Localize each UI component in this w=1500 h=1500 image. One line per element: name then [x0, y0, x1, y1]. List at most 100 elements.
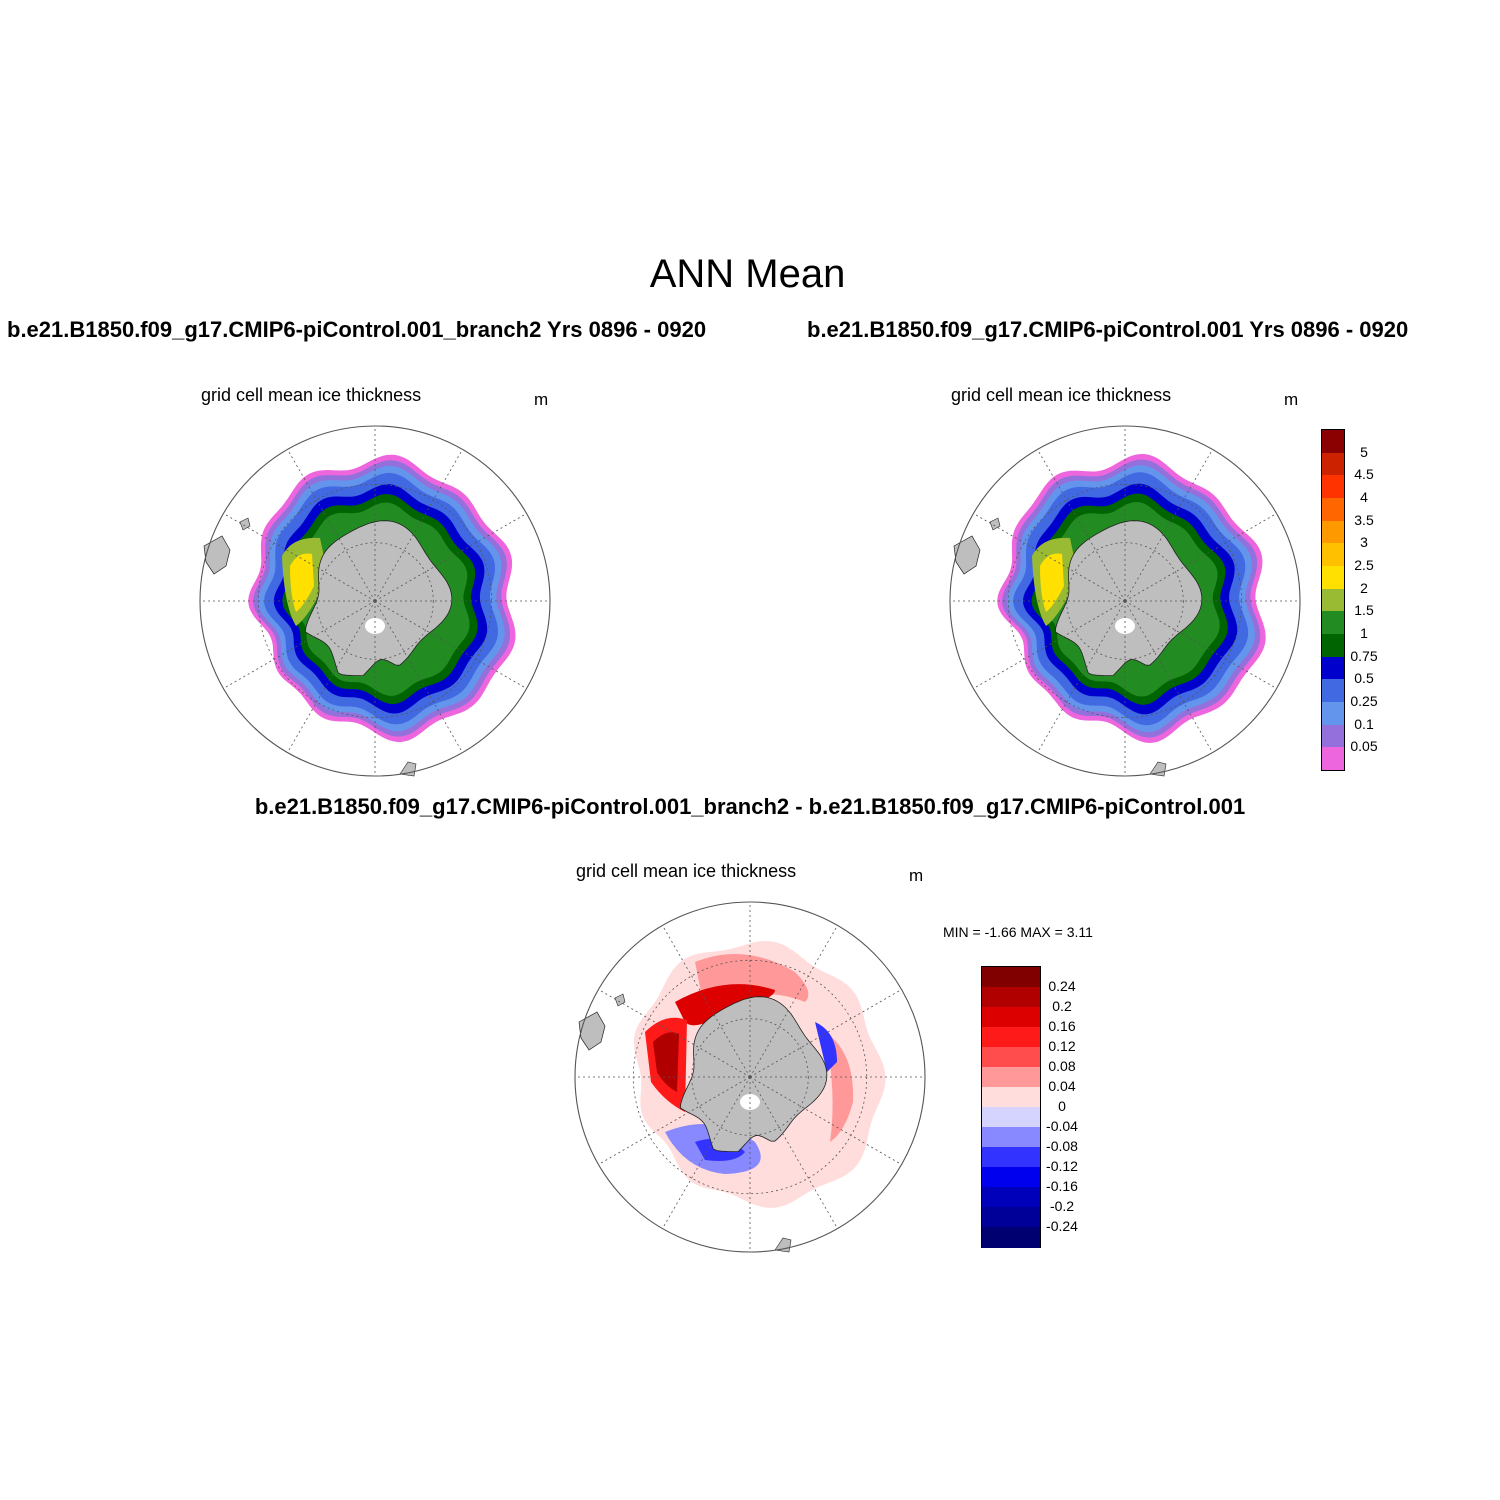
antarctica-landmass [304, 520, 453, 676]
graticule [574, 901, 926, 1253]
latitude-circle [1066, 542, 1184, 660]
difference-colorbar-label: -0.24 [1046, 1218, 1078, 1234]
difference-field [815, 1022, 837, 1072]
longitude-line [1124, 513, 1277, 602]
difference-colorbar-swatch [982, 1107, 1040, 1128]
difference-colorbar-swatch [982, 967, 1040, 988]
difference-colorbar-swatch [982, 987, 1040, 1008]
longitude-line [374, 513, 527, 602]
longitude-line [662, 1076, 751, 1229]
thickness-colorbar-label: 0.75 [1350, 647, 1378, 664]
right-panel-title: b.e21.B1850.f09_g17.CMIP6-piControl.001 … [807, 317, 1409, 342]
difference-colorbar-swatch [982, 1187, 1040, 1208]
longitude-line [223, 600, 376, 689]
longitude-line [374, 449, 463, 602]
longitude-line [749, 1076, 902, 1165]
diff-units-label: m [909, 866, 924, 885]
left-ice-thickness-map [199, 425, 551, 777]
thickness-colorbar-swatch [1322, 520, 1344, 544]
map-boundary-circle [574, 901, 926, 1253]
difference-colorbar-label: 0.12 [1048, 1038, 1076, 1054]
thickness-colorbar-label: 0.1 [1354, 715, 1374, 732]
longitude-line [749, 925, 838, 1078]
difference-colorbar-label: 0.16 [1048, 1018, 1076, 1034]
thickness-colorbar-swatch [1322, 747, 1344, 771]
longitude-line [374, 600, 527, 689]
thickness-colorbar-swatch [1322, 724, 1344, 748]
south-america-tip [578, 1011, 606, 1051]
thickness-colorbar-label: 0.05 [1350, 738, 1378, 755]
right-units-label: m [1284, 390, 1299, 409]
main-title: ANN Mean [649, 252, 846, 296]
longitude-line [1037, 449, 1126, 602]
longitude-line [749, 1076, 838, 1229]
thickness-colorbar-swatch [1322, 679, 1344, 703]
thickness-colorbar-label: 1 [1360, 625, 1368, 641]
left-panel-title: b.e21.B1850.f09_g17.CMIP6-piControl.001_… [7, 317, 707, 342]
difference-field [653, 1032, 679, 1092]
falkland-islands [989, 517, 1001, 531]
longitude-line [749, 989, 902, 1078]
south-america-tip [953, 535, 981, 575]
difference-colorbar-label: -0.2 [1049, 1198, 1075, 1214]
ice-thickness-band [1040, 553, 1064, 612]
south-america-tip [203, 535, 231, 575]
longitude-line [973, 513, 1126, 602]
thickness-colorbar-swatch [1322, 475, 1344, 499]
difference-colorbar-swatch [982, 1087, 1040, 1108]
difference-colorbar-label: 0.04 [1048, 1078, 1076, 1094]
thickness-colorbar-label: 0.5 [1354, 670, 1374, 687]
thickness-colorbar-label: 1.5 [1354, 602, 1374, 619]
thickness-colorbar-swatch [1322, 656, 1344, 680]
thickness-colorbar-swatch [1322, 611, 1344, 635]
difference-colorbar [981, 966, 1041, 1248]
longitude-line [598, 1076, 751, 1165]
difference-colorbar-label: -0.04 [1046, 1118, 1078, 1134]
difference-colorbar-swatch [982, 1147, 1040, 1168]
difference-colorbar-swatch [982, 1047, 1040, 1068]
falkland-islands [239, 517, 251, 531]
falkland-islands [614, 993, 626, 1007]
difference-colorbar-swatch [982, 1167, 1040, 1188]
antarctica-landmass [679, 996, 828, 1152]
ice-thickness-band [290, 553, 314, 612]
difference-colorbar-swatch [982, 1027, 1040, 1048]
thickness-colorbar [1321, 429, 1345, 771]
thickness-colorbar-swatch [1322, 543, 1344, 567]
difference-colorbar-label: -0.08 [1046, 1138, 1078, 1154]
map-boundary-circle [949, 425, 1301, 777]
difference-map [574, 901, 926, 1253]
difference-colorbar-swatch [982, 1007, 1040, 1028]
thickness-colorbar-label: 4.5 [1354, 466, 1374, 483]
thickness-colorbar-swatch [1322, 430, 1344, 454]
thickness-colorbar-swatch [1322, 634, 1344, 658]
thickness-colorbar-label: 3.5 [1354, 511, 1374, 528]
longitude-line [1037, 600, 1126, 753]
thickness-colorbar-swatch [1322, 452, 1344, 476]
thickness-colorbar-label: 2.5 [1354, 557, 1374, 573]
longitude-line [287, 449, 376, 602]
map-boundary-circle [199, 425, 551, 777]
difference-colorbar-swatch [982, 1227, 1040, 1248]
longitude-line [1124, 600, 1277, 689]
thickness-colorbar-label: 4 [1360, 489, 1368, 505]
difference-colorbar-label: 0.08 [1048, 1058, 1076, 1074]
latitude-circle [316, 542, 434, 660]
difference-colorbar-label: -0.12 [1046, 1158, 1078, 1174]
difference-colorbar-label: 0.2 [1052, 998, 1072, 1014]
thickness-colorbar-label: 0.25 [1350, 693, 1378, 709]
thickness-colorbar-swatch [1322, 702, 1344, 726]
left-variable-label: grid cell mean ice thickness [201, 385, 422, 405]
longitude-line [1124, 600, 1213, 753]
longitude-line [598, 989, 751, 1078]
graticule [949, 425, 1301, 777]
difference-colorbar-swatch [982, 1207, 1040, 1228]
difference-colorbar-label: 0 [1058, 1098, 1066, 1114]
right-variable-label: grid cell mean ice thickness [951, 385, 1172, 405]
thickness-colorbar-swatch [1322, 588, 1344, 612]
thickness-colorbar-swatch [1322, 566, 1344, 590]
difference-colorbar-swatch [982, 1127, 1040, 1148]
thickness-colorbar-label: 5 [1360, 443, 1368, 460]
antarctica-landmass [1054, 520, 1203, 676]
longitude-line [1124, 449, 1213, 602]
